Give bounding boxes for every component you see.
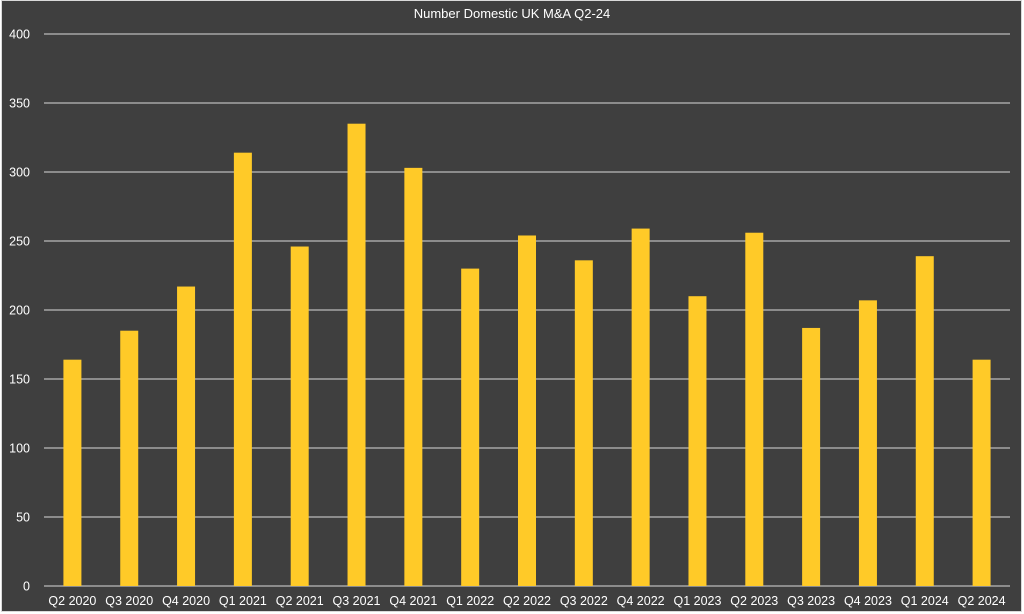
y-axis-tick-labels: 0 50 100 150 200 250 300 350 400	[9, 28, 30, 594]
x-tick-label: Q2 2021	[276, 594, 324, 608]
y-tick-label: 300	[9, 166, 30, 180]
x-tick-label: Q4 2023	[844, 594, 892, 608]
x-tick-label: Q2 2024	[958, 594, 1006, 608]
y-tick-label: 50	[16, 511, 30, 525]
bar	[120, 330, 139, 586]
x-tick-label: Q2 2022	[503, 594, 551, 608]
x-tick-label: Q1 2024	[901, 594, 949, 608]
x-tick-label: Q4 2022	[617, 594, 665, 608]
x-tick-label: Q1 2022	[446, 594, 494, 608]
x-tick-label: Q1 2023	[673, 594, 721, 608]
y-tick-label: 0	[23, 580, 30, 594]
x-tick-label: Q4 2020	[162, 594, 210, 608]
bar	[233, 152, 252, 586]
bar	[518, 235, 536, 587]
bar	[631, 228, 650, 586]
bar	[915, 256, 934, 586]
bar	[347, 123, 366, 586]
bar	[802, 327, 821, 586]
bar	[177, 286, 196, 586]
x-tick-label: Q3 2020	[105, 594, 153, 608]
y-tick-label: 100	[9, 442, 30, 456]
y-tick-label: 200	[9, 304, 30, 318]
bar	[688, 296, 707, 586]
bar	[972, 359, 991, 586]
bars	[63, 123, 991, 587]
chart-title: Number Domestic UK M&A Q2-24	[414, 6, 611, 21]
x-axis-tick-labels: Q2 2020 Q3 2020 Q4 2020 Q1 2021 Q2 2021 Q3 20…	[48, 594, 1005, 608]
x-tick-label: Q2 2023	[730, 594, 778, 608]
bar	[63, 359, 82, 586]
x-tick-label: Q3 2022	[560, 594, 608, 608]
y-tick-label: 350	[9, 97, 30, 111]
x-tick-label: Q3 2021	[333, 594, 381, 608]
x-tick-label: Q4 2021	[389, 594, 437, 608]
bar	[461, 268, 480, 586]
bar	[858, 300, 877, 586]
bar	[290, 246, 309, 586]
bar	[404, 167, 423, 587]
x-tick-label: Q1 2021	[219, 594, 267, 608]
y-tick-label: 150	[9, 373, 30, 387]
bar	[574, 260, 593, 586]
y-tick-label: 400	[9, 28, 30, 42]
x-tick-label: Q3 2023	[787, 594, 835, 608]
x-tick-label: Q2 2020	[48, 594, 96, 608]
y-tick-label: 250	[9, 235, 30, 249]
bar	[745, 232, 764, 586]
